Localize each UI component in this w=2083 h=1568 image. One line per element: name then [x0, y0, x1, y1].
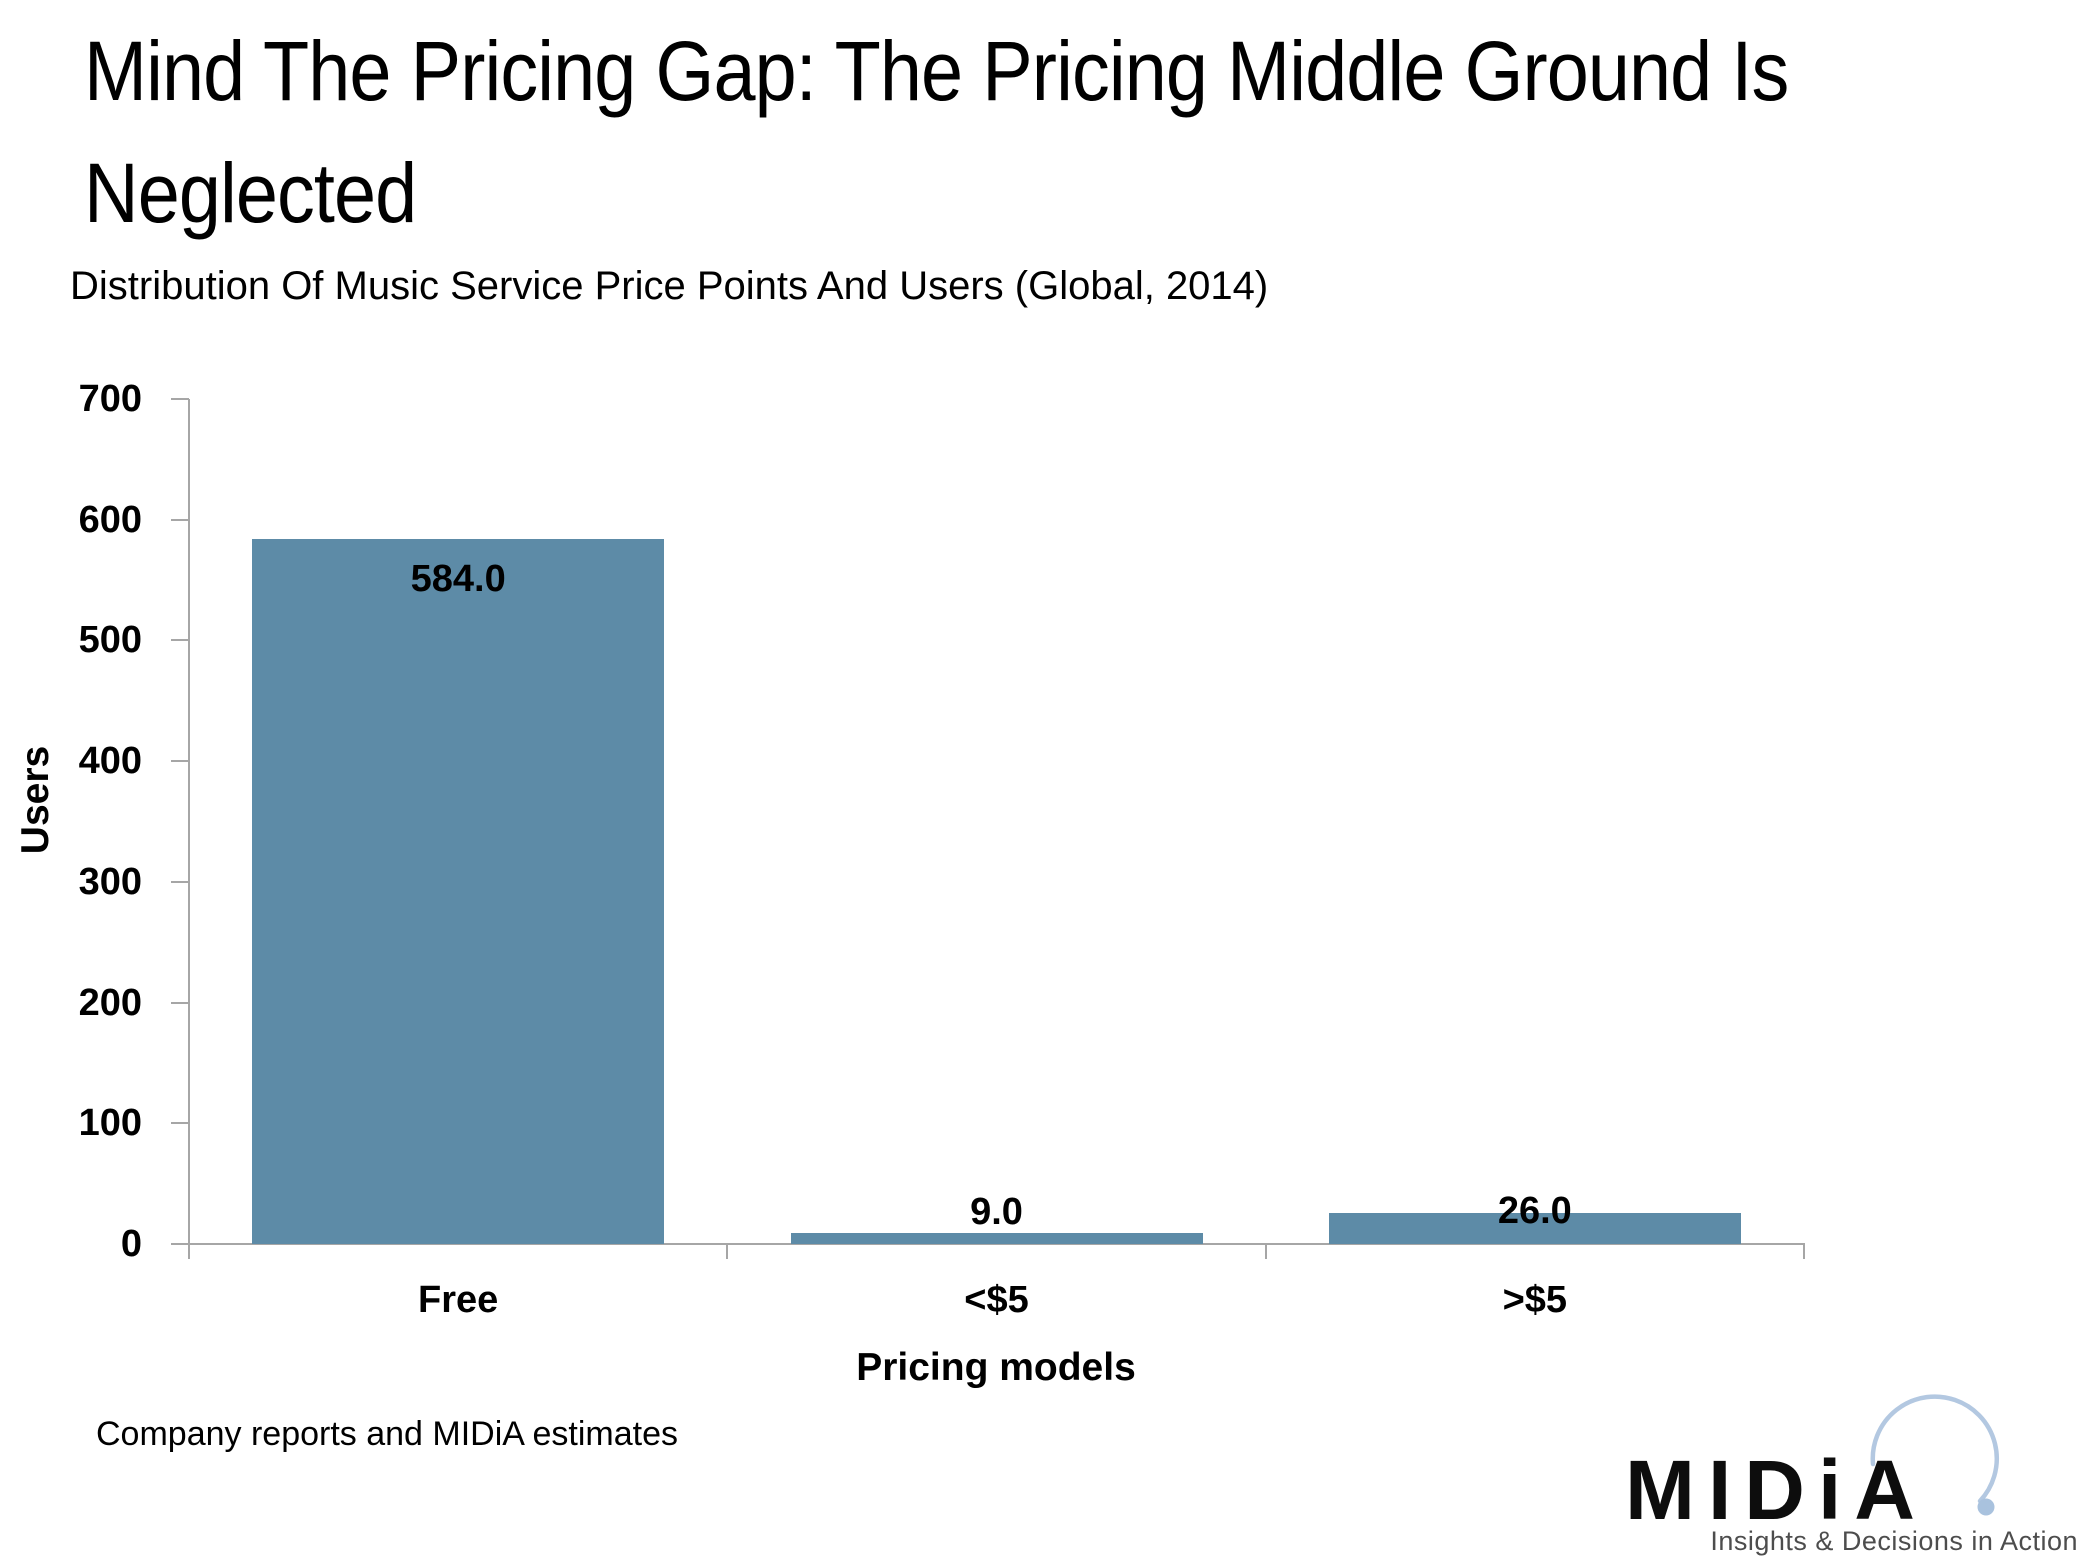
y-tick-label: 500	[78, 619, 142, 662]
x-tick-mark	[1803, 1244, 1805, 1259]
bar-value-label: 584.0	[410, 558, 506, 601]
source-note: Company reports and MIDiA estimates	[96, 1415, 679, 1453]
x-tick-mark	[188, 1244, 190, 1259]
y-axis-title: Users	[14, 745, 57, 855]
y-tick-label: 600	[78, 498, 142, 541]
midia-logo-arc-icon	[1870, 1394, 2000, 1516]
y-tick-mark	[171, 1243, 189, 1245]
y-tick-label: 300	[78, 860, 142, 903]
y-tick-label: 100	[78, 1102, 142, 1145]
midia-brand-text: MIDiA	[1625, 1443, 1928, 1537]
x-tick-mark	[726, 1244, 729, 1259]
bar	[790, 1233, 1203, 1244]
midia-tagline: Insights & Decisions in Action	[1710, 1526, 2078, 1556]
bar	[252, 539, 665, 1244]
y-tick-mark	[171, 639, 189, 642]
y-tick-label: 0	[120, 1223, 142, 1265]
y-tick-mark	[171, 398, 189, 400]
x-category-label: >$5	[1502, 1279, 1568, 1321]
y-tick-label: 700	[78, 378, 142, 420]
x-tick-mark	[1264, 1244, 1267, 1259]
y-tick-mark	[171, 760, 189, 763]
x-category-label: Free	[418, 1279, 499, 1321]
y-tick-label: 200	[78, 981, 142, 1024]
x-axis-line	[188, 1243, 1805, 1245]
chart-subtitle: Distribution Of Music Service Price Poin…	[70, 264, 1269, 308]
x-axis-title: Pricing models	[856, 1346, 1136, 1389]
y-tick-mark	[171, 518, 189, 521]
y-tick-mark	[171, 1122, 189, 1125]
x-category-label: <$5	[964, 1279, 1029, 1321]
bar	[1328, 1212, 1741, 1244]
bar-value-label: 9.0	[970, 1191, 1023, 1234]
y-tick-mark	[171, 880, 189, 883]
y-tick-mark	[171, 1001, 189, 1004]
page-title: Mind The Pricing Gap: The Pricing Middle…	[84, 24, 1789, 240]
y-tick-label: 400	[78, 740, 142, 783]
bar-value-label: 26.0	[1497, 1189, 1572, 1232]
y-axis-line	[188, 399, 190, 1244]
